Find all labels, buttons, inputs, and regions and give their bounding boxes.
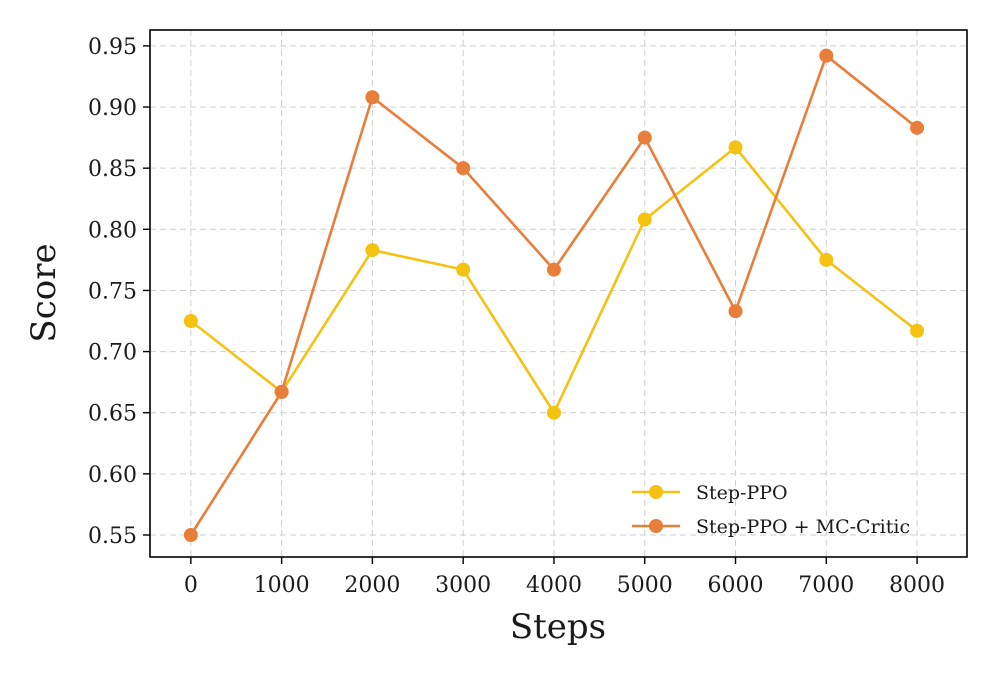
series-layer <box>183 48 925 542</box>
x-tick-label: 8000 <box>889 573 945 598</box>
x-tick-label: 7000 <box>798 573 854 598</box>
data-point <box>274 384 289 399</box>
grid-lines <box>150 30 967 557</box>
data-point <box>728 304 743 319</box>
x-tick-label: 6000 <box>708 573 764 598</box>
data-point <box>819 252 834 267</box>
y-axis-title: Score <box>24 243 64 342</box>
data-point <box>637 212 652 227</box>
series-1 <box>183 140 925 420</box>
x-tick-label: 1000 <box>254 573 310 598</box>
y-tick-label: 0.70 <box>88 341 137 366</box>
y-tick-label: 0.80 <box>88 218 137 243</box>
x-tick-label: 0 <box>184 573 198 598</box>
y-tick-label: 0.90 <box>88 96 137 121</box>
y-tick-label: 0.55 <box>88 524 137 549</box>
y-tick-label: 0.95 <box>88 35 137 60</box>
x-tick-label: 3000 <box>435 573 491 598</box>
data-point <box>456 262 471 277</box>
y-tick-label: 0.60 <box>88 463 137 488</box>
data-point <box>910 323 925 338</box>
plot-frame <box>149 29 968 558</box>
legend-label: Step-PPO + MC-Critic <box>696 516 910 538</box>
legend: Step-PPO Step-PPO + MC-Critic <box>632 482 910 538</box>
data-point <box>546 262 561 277</box>
data-point <box>728 140 743 155</box>
data-point <box>365 90 380 105</box>
legend-item: Step-PPO + MC-Critic <box>632 516 910 538</box>
data-point <box>910 120 925 135</box>
x-tick-label: 4000 <box>526 573 582 598</box>
data-point <box>456 161 471 176</box>
y-tick-label: 0.65 <box>88 402 137 427</box>
legend-marker <box>649 485 663 499</box>
x-tick-label: 5000 <box>617 573 673 598</box>
x-axis: 0 1000 2000 3000 4000 5000 6000 7000 8000 <box>184 557 945 598</box>
data-point <box>637 130 652 145</box>
legend-label: Step-PPO <box>696 482 788 504</box>
legend-marker <box>649 519 663 533</box>
data-point <box>365 243 380 258</box>
x-axis-title: Steps <box>510 607 606 647</box>
data-point <box>819 48 834 63</box>
y-tick-label: 0.75 <box>88 279 137 304</box>
data-point <box>546 405 561 420</box>
x-tick-label: 2000 <box>344 573 400 598</box>
data-point <box>183 314 198 329</box>
y-axis: 0.55 0.60 0.65 0.70 0.75 0.80 0.85 0.90 0.95 <box>88 35 150 549</box>
y-tick-label: 0.85 <box>88 157 137 182</box>
series-2 <box>183 48 925 542</box>
legend-item: Step-PPO <box>632 482 788 504</box>
data-point <box>183 527 198 542</box>
